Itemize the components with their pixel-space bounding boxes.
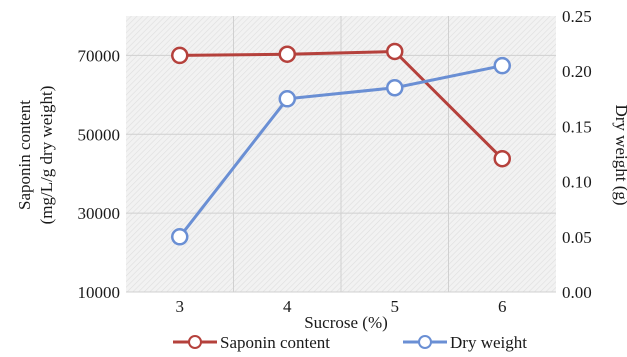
dry-weight-legend-marker [418,335,432,349]
saponin-content-point [493,149,511,168]
saponin-content-line [179,49,504,160]
left-axis-title-line1: Saponin content [15,100,34,210]
right-y-tick-label: 0.25 [562,7,592,26]
tick-labels: 10000 30000 50000 70000 0.00 0.05 0.10 0.15 0.20… [78,7,592,316]
left-y-tick-label: 30000 [78,204,121,223]
dry-weight-legend-label: Dry weight [450,333,527,352]
dry-weight-line [178,64,503,238]
right-y-tick-label: 0.00 [562,283,592,302]
dry-weight-point [278,90,296,108]
series-layer [171,42,511,246]
right-y-tick-label: 0.15 [562,117,592,136]
saponin-content-point [386,42,404,61]
left-y-tick-label: 10000 [78,283,121,302]
dry-weight-point [386,79,404,97]
left-y-tick-label: 50000 [78,125,121,144]
right-y-tick-label: 0.05 [562,228,592,247]
x-tick-label: 5 [391,297,400,316]
dry-weight-point [493,56,511,75]
right-y-tick-label: 0.10 [562,173,592,192]
x-axis-title: Sucrose (%) [304,313,388,332]
saponin-content-legend-label: Saponin content [220,333,330,352]
dry-weight-point [171,228,189,246]
left-axis-title-line2: (mg/L/g dry weight) [37,86,56,225]
saponin-content-point [171,46,189,65]
legend: Saponin content Dry weight [173,333,527,352]
x-tick-label: 4 [283,297,292,316]
x-tick-label: 6 [498,297,507,316]
saponin-content-point [278,45,296,63]
x-tick-label: 3 [176,297,185,316]
right-y-tick-label: 0.20 [562,62,592,81]
saponin-content-legend-marker [188,335,202,349]
right-axis-title: Dry weight (g) [612,104,627,205]
left-y-tick-label: 70000 [78,46,121,65]
